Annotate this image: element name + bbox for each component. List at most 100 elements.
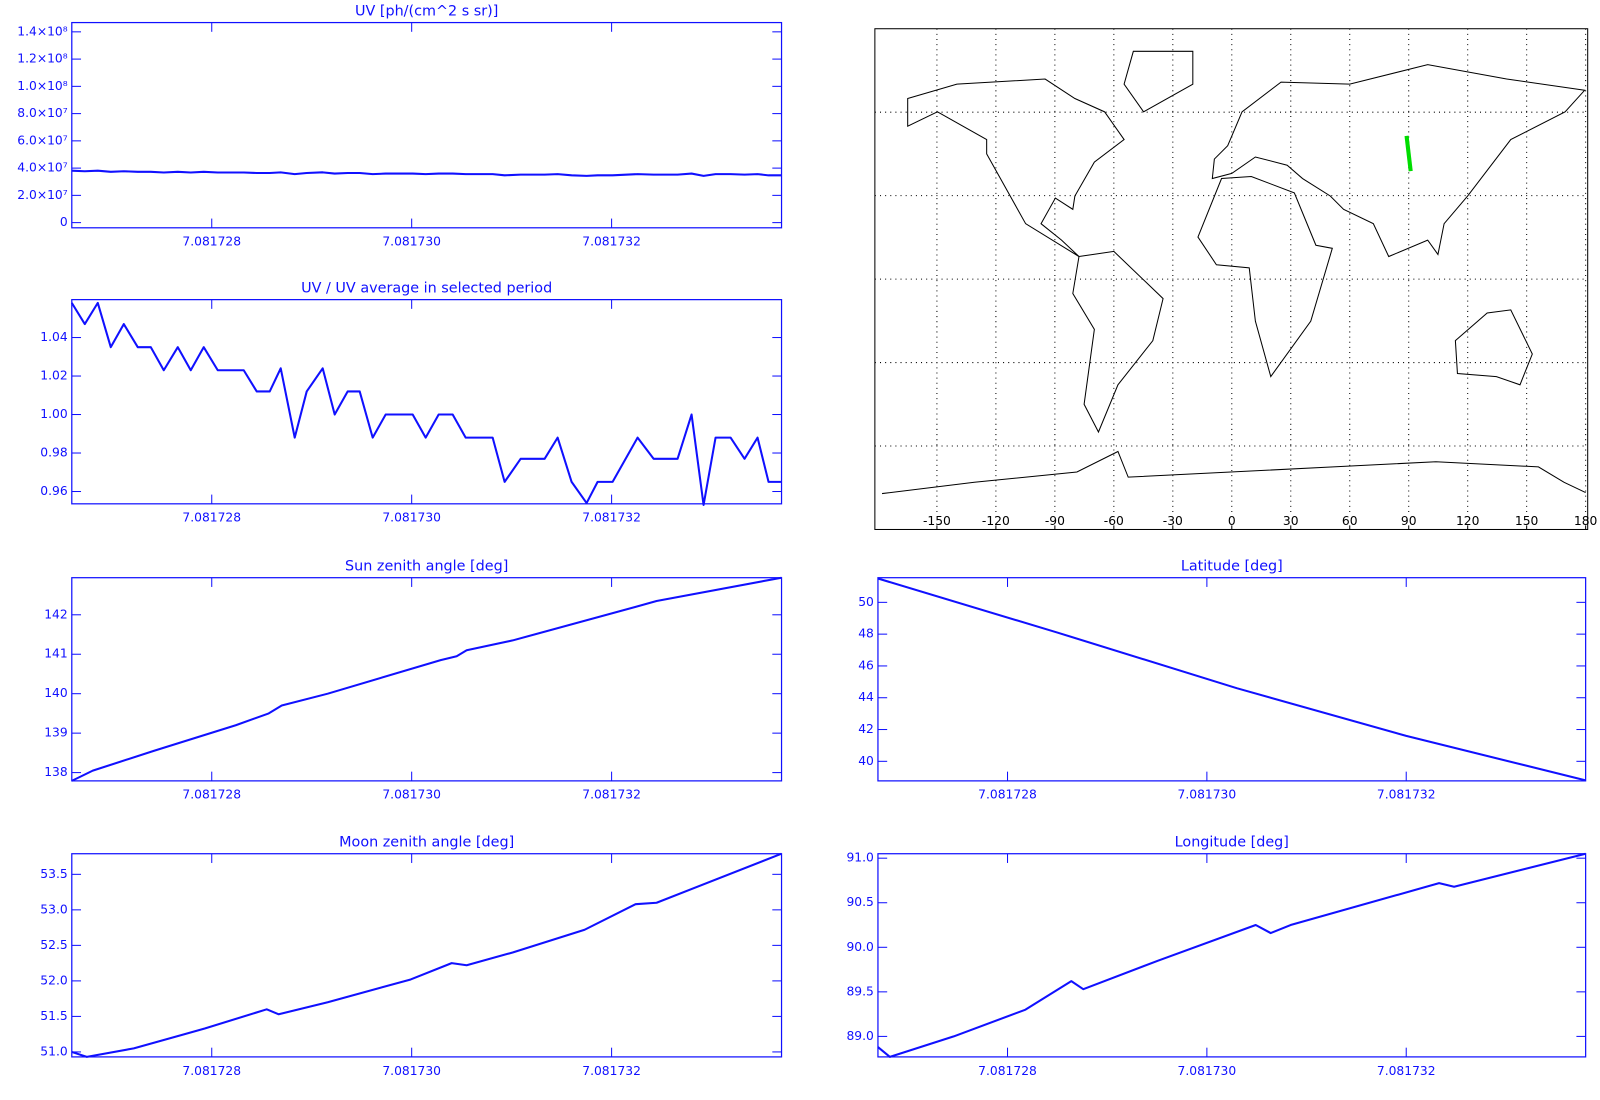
y-tick-label: 1.0×10⁸ (17, 79, 67, 93)
chart-title: Longitude [deg] (1175, 834, 1289, 850)
y-tick-label: 139 (44, 726, 67, 740)
y-tick-label: 40 (858, 754, 874, 768)
chart-panel: UV [ph/(cm^2 s sr)] 7.081728 7.081730 7.081… (17, 3, 783, 249)
y-tick-label: 142 (44, 607, 67, 621)
plot-frame (71, 21, 783, 229)
x-tick-label: 180 (1574, 514, 1597, 528)
x-tick-label: -30 (1163, 514, 1183, 528)
data-line (71, 169, 782, 177)
y-tick-label: 4.0×10⁷ (17, 161, 67, 175)
y-tick-label: 53.0 (40, 902, 67, 916)
data-line (70, 301, 782, 507)
y-tick-label: 90.0 (846, 940, 873, 954)
chart-panel: UV / UV average in selected period 7.0817… (40, 280, 783, 525)
south-america (1072, 250, 1164, 434)
y-tick-label: 53.5 (40, 867, 67, 881)
x-tick-label: 7.081728 (978, 1064, 1037, 1078)
y-tick-label: 91.0 (846, 851, 873, 865)
y-tick-label: 52.0 (40, 973, 67, 987)
chart-panel: Moon zenith angle [deg] 7.081728 7.081730 7… (40, 834, 783, 1078)
chart-title: Latitude [deg] (1181, 558, 1283, 574)
x-tick-label: 7.081730 (382, 511, 441, 525)
x-tick-label: 7.081732 (582, 788, 641, 802)
x-tick-label: 7.081728 (182, 788, 241, 802)
plot-frame (71, 853, 783, 1058)
data-line (877, 577, 1586, 782)
x-tick-label: 7.081730 (382, 788, 441, 802)
eurasia (1211, 64, 1586, 258)
x-tick-label: 150 (1515, 514, 1538, 528)
y-tick-label: 140 (44, 686, 67, 700)
x-tick-label: 90 (1401, 514, 1417, 528)
x-tick-label: 7.081728 (182, 1064, 241, 1078)
x-tick-label: 7.081732 (582, 1064, 641, 1078)
x-tick-label: 7.081730 (1178, 788, 1237, 802)
track-line (1404, 135, 1413, 172)
y-tick-label: 46 (858, 658, 874, 672)
x-tick-label: 60 (1342, 514, 1358, 528)
australia (1454, 309, 1533, 386)
y-tick-label: 1.02 (40, 369, 67, 383)
antarctica (881, 450, 1586, 495)
y-tick-label: 0 (60, 215, 68, 229)
x-tick-label: 7.081732 (582, 511, 641, 525)
x-tick-label: 7.081732 (1377, 1064, 1436, 1078)
y-tick-label: 141 (44, 647, 67, 661)
plot-frame (71, 577, 783, 782)
y-tick-label: 138 (44, 765, 67, 779)
africa (1197, 175, 1333, 378)
y-tick-label: 6.0×10⁷ (17, 133, 67, 147)
y-tick-label: 8.0×10⁷ (17, 106, 67, 120)
x-tick-label: 7.081732 (582, 235, 641, 249)
y-tick-label: 0.96 (40, 484, 68, 498)
chart-panel: Sun zenith angle [deg] 7.081728 7.081730 7.… (44, 558, 783, 802)
y-tick-label: 2.0×10⁷ (17, 188, 67, 202)
chart-title: Moon zenith angle [deg] (339, 834, 514, 850)
plot-frame (877, 577, 1587, 782)
x-tick-label: 0 (1228, 514, 1236, 528)
x-tick-label: 7.081732 (1377, 788, 1436, 802)
plot-frame (877, 853, 1587, 1058)
y-tick-label: 51.0 (40, 1044, 67, 1058)
y-tick-label: 89.0 (846, 1029, 873, 1043)
y-tick-label: 0.98 (40, 446, 67, 460)
y-tick-label: 89.5 (846, 984, 873, 998)
x-tick-label: 7.081728 (182, 511, 241, 525)
x-tick-label: 30 (1283, 514, 1299, 528)
greenland (1123, 50, 1194, 113)
chart-title: UV / UV average in selected period (301, 280, 552, 296)
x-tick-label: -60 (1104, 514, 1124, 528)
y-tick-label: 48 (858, 627, 874, 641)
plot-frame (71, 299, 783, 505)
y-tick-label: 52.5 (40, 938, 67, 952)
x-tick-label: 120 (1456, 514, 1479, 528)
x-tick-label: 7.081728 (978, 788, 1037, 802)
data-line (877, 852, 1586, 1058)
y-tick-label: 42 (858, 722, 874, 736)
x-tick-label: -150 (923, 514, 951, 528)
y-tick-label: 1.2×10⁸ (17, 52, 67, 66)
y-tick-label: 51.5 (40, 1009, 67, 1023)
y-tick-label: 90.5 (846, 895, 873, 909)
x-tick-label: -90 (1045, 514, 1065, 528)
x-tick-label: 7.081730 (382, 1064, 441, 1078)
x-tick-label: 7.081730 (382, 235, 441, 249)
y-tick-label: 44 (858, 690, 874, 704)
map-panel: -150 -120 -90 -60 -30 0 30 60 90 120 150 180 (874, 28, 1597, 530)
x-tick-label: -120 (982, 514, 1010, 528)
y-tick-label: 1.00 (40, 407, 67, 421)
data-line (71, 576, 782, 782)
y-tick-label: 1.04 (40, 330, 68, 344)
y-tick-label: 50 (858, 595, 874, 609)
y-tick-label: 1.4×10⁸ (17, 24, 67, 38)
chart-panel: Longitude [deg] 7.081728 7.081730 7.081732 8… (846, 834, 1587, 1078)
data-line (71, 852, 782, 1058)
chart-title: UV [ph/(cm^2 s sr)] (355, 3, 498, 19)
chart-title: Sun zenith angle [deg] (345, 558, 508, 574)
x-tick-label: 7.081730 (1178, 1064, 1237, 1078)
x-tick-label: 7.081728 (182, 235, 241, 249)
coastlines (881, 50, 1586, 495)
